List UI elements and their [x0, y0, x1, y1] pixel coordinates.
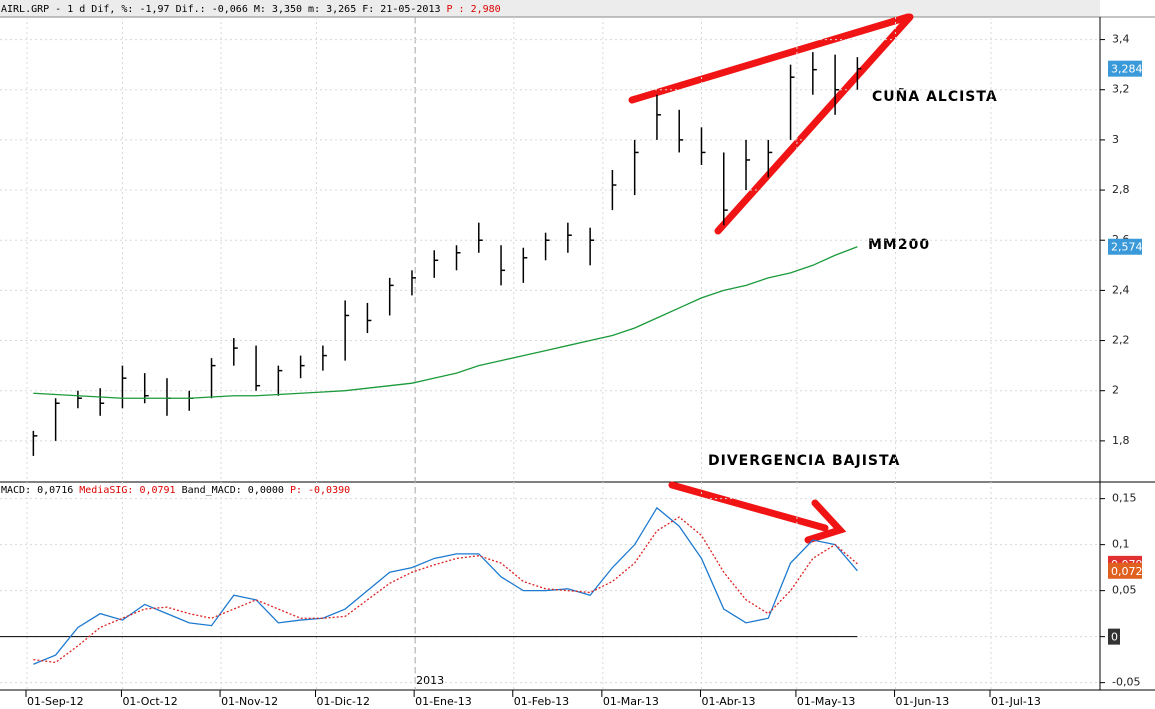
header-text: MediaSIG: 0,0791 [79, 485, 175, 496]
annotation: CUÑA ALCISTA [872, 88, 998, 105]
x-tick-label: 01-Mar-13 [603, 695, 659, 708]
plots: 01-Sep-12 01-Oct-12 01-Nov-12 01-Dic-12 01-E… [0, 4, 1143, 708]
annotation: MM200 [868, 237, 930, 253]
y-tick-label: 0,1 [1112, 538, 1130, 551]
macd-line [33, 506, 858, 665]
value-marker-label: 3,284 [1111, 63, 1143, 76]
value-marker-label: 0,072 [1111, 565, 1143, 578]
value-marker-label: 2,574 [1111, 241, 1143, 254]
y-tick-label: 3,2 [1112, 83, 1130, 96]
header-text: MACD: 0,0716 [1, 485, 73, 496]
x-tick-label: 01-Ene-13 [415, 695, 472, 708]
x-tick-label: 01-Jul-13 [991, 695, 1041, 708]
header-text: AIRL.GRP - 1 d Dif, %: -1,97 Dif.: -0,06… [1, 4, 441, 15]
y-tick-label: 2,4 [1112, 283, 1130, 296]
x-tick-label: 01-Dic-12 [317, 695, 371, 708]
annotation: DIVERGENCIA BAJISTA [708, 453, 900, 469]
value-marker [1108, 238, 1142, 255]
wedge-drawing [628, 13, 914, 544]
header-text: Band_MACD: 0,0000 [182, 485, 284, 496]
value-marker [1108, 628, 1120, 645]
y-tick-label: 1,8 [1112, 434, 1130, 447]
x-tick-label: 01-Oct-12 [122, 695, 177, 708]
header-text: P : 2,980 [447, 4, 501, 15]
header-text: P: -0,0390 [290, 485, 350, 496]
y-tick-label: 3 [1112, 133, 1119, 146]
y-tick-label: 3,4 [1112, 33, 1130, 46]
year-label: 2013 [416, 674, 444, 687]
y-tick-label: 2,8 [1112, 183, 1130, 196]
panel-header: AIRL.GRP - 1 d Dif, %: -1,97 Dif.: -0,06… [1, 4, 501, 15]
x-tick-label: 01-Nov-12 [221, 695, 278, 708]
panel-header: MACD: 0,0716 MediaSIG: 0,0791 Band_MACD: 0… [1, 485, 350, 496]
x-tick-label: 01-Jun-13 [896, 695, 950, 708]
x-tick-label: 01-Abr-13 [701, 695, 755, 708]
y-tick-label: 0,05 [1112, 584, 1137, 597]
y-tick-label: -0,05 [1112, 676, 1140, 689]
value-marker [1108, 562, 1142, 579]
header-bar [0, 0, 1100, 17]
x-tick-label: 01-May-13 [797, 695, 855, 708]
value-marker-label: 0 [1111, 631, 1118, 644]
x-tick-label: 01-Feb-13 [514, 695, 569, 708]
macd-line [33, 516, 858, 664]
x-tick-label: 01-Sep-12 [27, 695, 84, 708]
y-tick-label: 2,2 [1112, 334, 1130, 347]
value-marker [1108, 60, 1142, 77]
y-tick-label: 2 [1112, 384, 1119, 397]
y-tick-label: 0,15 [1112, 492, 1137, 505]
moving-average [33, 246, 858, 399]
